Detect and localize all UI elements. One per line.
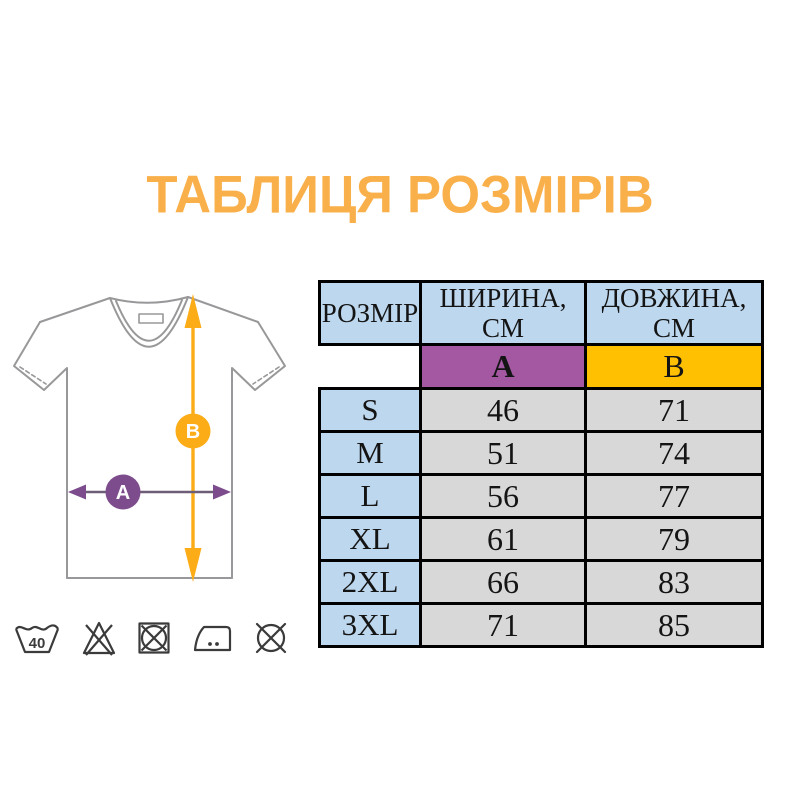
table-row: 3XL 71 85 <box>318 602 764 649</box>
tshirt-measurement-diagram: B A <box>10 280 300 610</box>
table-row: S 46 71 <box>318 387 764 434</box>
page-title: ТАБЛИЦЯ РОЗМІРІВ <box>146 164 654 225</box>
length-cell: 77 <box>584 473 764 520</box>
length-cell: 71 <box>584 387 764 434</box>
column-header-length: ДОВЖИНА, СМ <box>584 279 764 347</box>
do-not-bleach-icon <box>82 621 115 656</box>
width-cell: 71 <box>419 602 587 649</box>
letter-cell-length: B <box>584 343 764 391</box>
size-cell: L <box>318 473 422 520</box>
length-cell: 83 <box>584 559 764 606</box>
letter-cell-empty <box>318 343 422 391</box>
do-not-dry-clean-icon <box>255 622 287 654</box>
iron-medium-icon <box>193 625 231 652</box>
width-cell: 51 <box>419 430 587 477</box>
width-cell: 66 <box>419 559 587 606</box>
width-cell: 61 <box>419 516 587 563</box>
table-row: XL 61 79 <box>318 516 764 563</box>
width-arrow-a: A <box>68 474 231 510</box>
width-badge-circle <box>105 474 141 510</box>
table-row: M 51 74 <box>318 430 764 477</box>
letter-row: A B <box>318 343 764 391</box>
length-arrow-b: B <box>175 294 211 582</box>
do-not-tumble-dry-icon <box>138 622 170 654</box>
length-badge-circle <box>175 413 211 449</box>
length-cell: 85 <box>584 602 764 649</box>
length-label-b: B <box>186 421 200 443</box>
size-cell: 2XL <box>318 559 422 606</box>
letter-cell-width: A <box>419 343 587 391</box>
tshirt-outline-drawing: B A <box>13 294 286 582</box>
size-cell: S <box>318 387 422 434</box>
size-cell: 3XL <box>318 602 422 649</box>
width-cell: 46 <box>419 387 587 434</box>
care-symbols-row: 40 <box>14 612 288 664</box>
wash-temperature-label: 40 <box>29 635 46 652</box>
wash-40-icon: 40 <box>14 624 60 654</box>
size-cell: M <box>318 430 422 477</box>
table-header-row: РОЗМІР ШИРИНА, СМ ДОВЖИНА, СМ <box>318 279 764 347</box>
size-table: РОЗМІР ШИРИНА, СМ ДОВЖИНА, СМ A B S 46 7… <box>318 279 764 649</box>
length-cell: 79 <box>584 516 764 563</box>
length-cell: 74 <box>584 430 764 477</box>
table-row: 2XL 66 83 <box>318 559 764 606</box>
size-cell: XL <box>318 516 422 563</box>
width-label-a: A <box>116 482 130 504</box>
table-row: L 56 77 <box>318 473 764 520</box>
width-cell: 56 <box>419 473 587 520</box>
column-header-width: ШИРИНА, СМ <box>419 279 587 347</box>
column-header-size: РОЗМІР <box>318 279 422 347</box>
